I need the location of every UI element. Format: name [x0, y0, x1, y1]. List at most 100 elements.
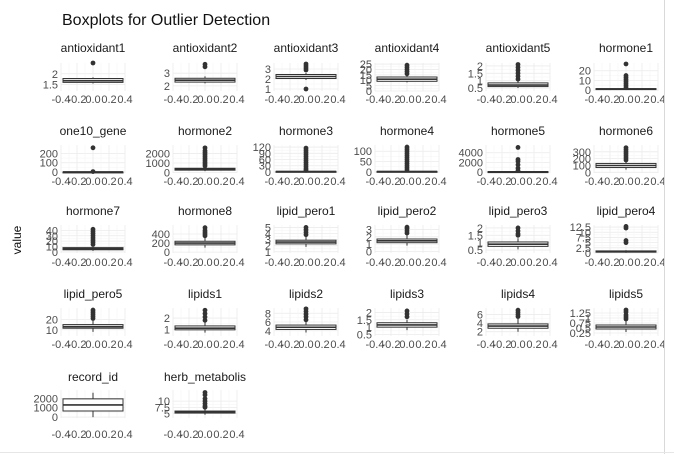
y-tick-label: 2: [265, 241, 271, 253]
x-tick-label: 0.4: [650, 94, 664, 106]
y-tick-label: 0: [164, 168, 170, 180]
x-tick-label: 0.4: [229, 257, 244, 269]
y-tick-label: 200: [573, 154, 591, 166]
x-tick-label: -0.4: [52, 176, 71, 188]
outlier-point: [623, 307, 629, 313]
outlier-point: [202, 307, 208, 313]
x-tick-label: -0.4: [52, 257, 71, 269]
y-tick-label: 10: [579, 227, 591, 239]
x-tick-label: 0.2: [314, 176, 329, 188]
x-tick-label: 0.4: [431, 339, 446, 351]
y-tick-label: 1: [477, 238, 483, 250]
x-tick-label: -0.2: [601, 339, 620, 351]
y-tick-label: 3: [164, 68, 170, 80]
y-tick-label: 200: [152, 238, 170, 250]
x-tick-label: -0.2: [281, 176, 300, 188]
y-tick-label: 0: [585, 85, 591, 97]
outlier-point: [623, 224, 629, 229]
y-tick-label: 1000: [34, 403, 58, 415]
y-tick-label: 1.5: [468, 68, 483, 80]
x-tick-label: -0.2: [382, 257, 401, 269]
x-tick-label: 0.4: [431, 176, 446, 188]
x-tick-label: 0.4: [650, 339, 664, 351]
outlier-point: [623, 238, 629, 243]
outlier-point: [515, 145, 521, 150]
x-tick-label: -0.2: [180, 429, 199, 441]
y-tick-label: 1000: [146, 158, 170, 170]
y-tick-label: 10: [579, 75, 591, 87]
x-tick-label: -0.4: [477, 94, 496, 106]
x-tick-label: 0.2: [634, 257, 649, 269]
strip-label-antioxidant4: antioxidant4: [375, 41, 440, 55]
y-tick-label: 5: [265, 222, 271, 234]
y-tick-label: 1: [366, 322, 372, 334]
y-tick-label: 1.25: [570, 308, 591, 320]
strip-label-hormone5: hormone5: [491, 124, 545, 138]
x-tick-label: -0.4: [366, 94, 385, 106]
y-tick-label: 4: [265, 229, 271, 241]
x-tick-label: -0.2: [493, 176, 512, 188]
y-tick-label: 0: [265, 167, 271, 179]
x-tick-label: 0.0: [618, 339, 633, 351]
y-tick-label: 20: [46, 314, 58, 326]
x-tick-label: -0.4: [585, 339, 604, 351]
x-tick-label: 0.0: [85, 94, 100, 106]
x-tick-label: 0.0: [510, 176, 525, 188]
outlier-point: [303, 225, 309, 230]
y-tick-label: 1: [585, 313, 591, 325]
y-tick-label: 0: [366, 247, 372, 259]
x-tick-label: 0.2: [634, 176, 649, 188]
x-tick-label: 0.0: [197, 257, 212, 269]
y-tick-label: 1: [366, 239, 372, 251]
x-tick-label: 0.0: [618, 257, 633, 269]
y-tick-label: 100: [354, 146, 372, 158]
x-tick-label: 0.4: [330, 176, 345, 188]
y-tick-label: 0: [164, 247, 170, 259]
outlier-point: [90, 145, 96, 151]
y-tick-label: 0.75: [570, 318, 591, 330]
y-tick-label: 300: [573, 147, 591, 159]
y-tick-label: 1: [477, 76, 483, 88]
outlier-point: [202, 145, 208, 151]
x-tick-label: 0.2: [101, 94, 116, 106]
x-tick-label: -0.2: [68, 429, 87, 441]
y-tick-label: 2: [164, 313, 170, 325]
x-tick-label: 0.2: [526, 339, 541, 351]
x-tick-label: -0.4: [265, 257, 284, 269]
y-tick-label: 100: [573, 160, 591, 172]
x-tick-label: 0.4: [117, 429, 132, 441]
outlier-point: [515, 225, 521, 231]
x-tick-label: -0.2: [382, 94, 401, 106]
y-tick-label: 90: [259, 148, 271, 160]
x-tick-label: 0.4: [117, 257, 132, 269]
x-tick-label: 0.0: [197, 176, 212, 188]
outlier-point: [623, 73, 629, 78]
y-tick-label: 4000: [459, 148, 483, 160]
strip-label-hormone2: hormone2: [178, 124, 232, 138]
y-tick-label: 2000: [146, 149, 170, 161]
outlier-point: [515, 162, 521, 168]
x-tick-label: -0.2: [180, 257, 199, 269]
y-tick-label: 2.5: [576, 243, 591, 255]
y-tick-label: 8: [265, 308, 271, 320]
x-tick-label: 0.4: [229, 339, 244, 351]
y-tick-label: 10: [46, 242, 58, 254]
y-tick-label: 0: [585, 167, 591, 179]
viewer-border-right: [664, 0, 665, 454]
outlier-point: [623, 61, 629, 67]
x-tick-label: 0.0: [197, 429, 212, 441]
strip-label-lipids1: lipids1: [188, 287, 222, 301]
strip-label-record-id: record_id: [68, 370, 118, 384]
x-tick-label: 0.4: [229, 94, 244, 106]
y-tick-label: 0.5: [576, 323, 591, 335]
x-tick-label: 0.4: [431, 94, 446, 106]
y-tick-label: 120: [253, 142, 271, 154]
strip-label-lipids3: lipids3: [390, 287, 424, 301]
x-tick-label: -0.2: [68, 176, 87, 188]
x-tick-label: 0.2: [101, 257, 116, 269]
outlier-point: [303, 145, 309, 151]
y-tick-label: 0: [52, 247, 58, 259]
x-tick-label: 0.4: [330, 257, 345, 269]
